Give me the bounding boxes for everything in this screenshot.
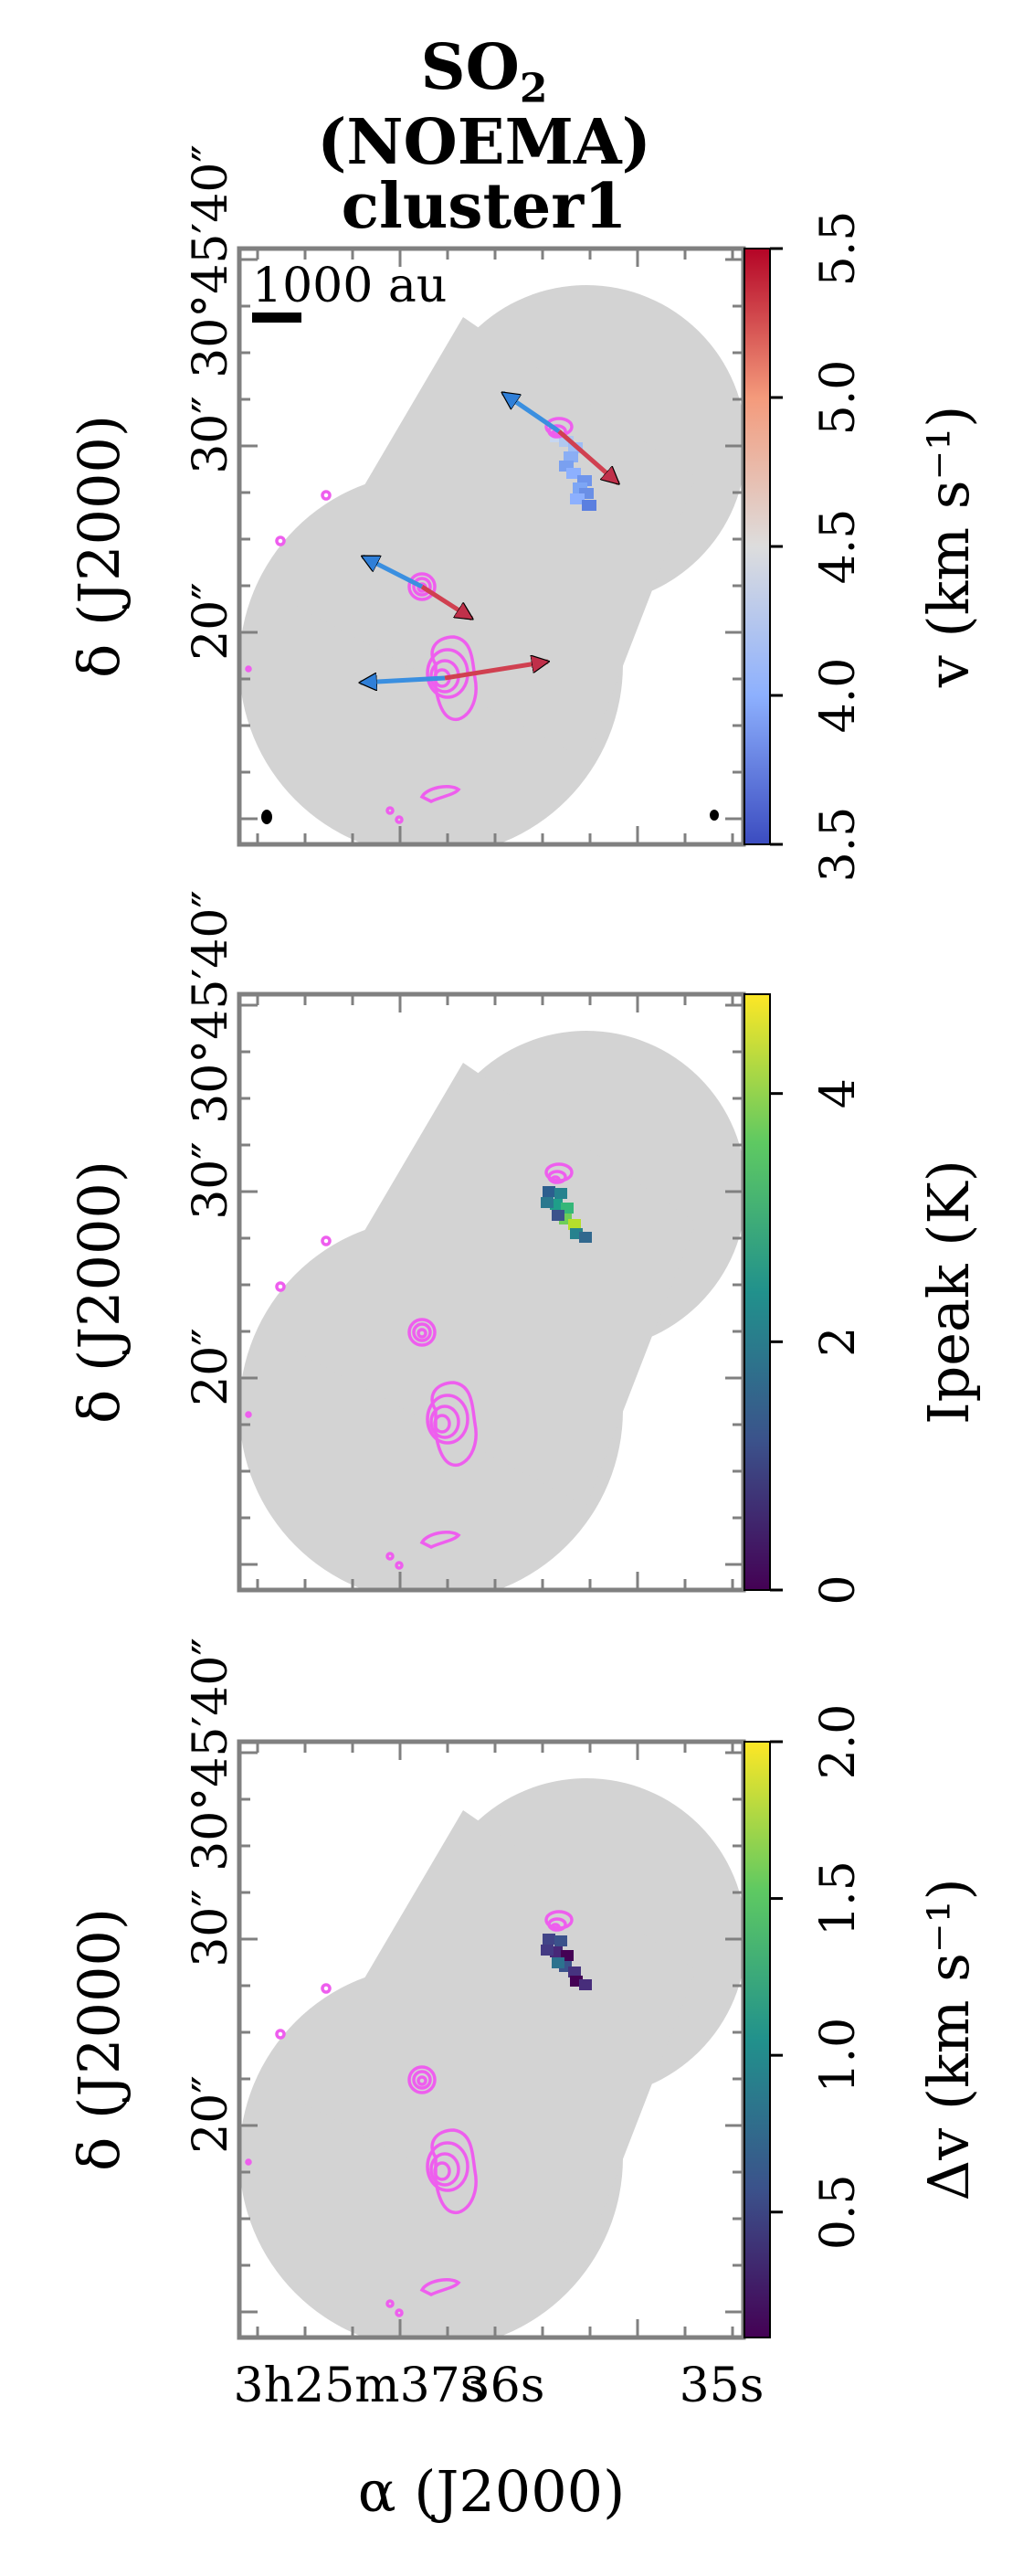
panel-content xyxy=(239,1778,744,2337)
map-pixel xyxy=(552,1210,564,1221)
y-tick-label: 20″ xyxy=(184,582,238,661)
outflow-red-arrow xyxy=(444,662,548,681)
map-pixel xyxy=(579,1979,592,1990)
outflow-blue-arrow xyxy=(502,390,561,434)
emission-map xyxy=(541,1934,592,1990)
x-axis-label: α (J2000) xyxy=(358,2458,626,2525)
beam-ellipse xyxy=(261,810,272,824)
primary-beam-mask xyxy=(239,1031,744,1590)
outflow-arrows: 1000 au xyxy=(252,259,719,824)
colorbar-tick-label: 4.5 xyxy=(811,509,866,585)
colorbar xyxy=(744,1742,770,2337)
emission-map xyxy=(541,1186,592,1243)
colorbar-tick-label: 2.0 xyxy=(811,1704,866,1780)
colorbar-tick-label: 5.5 xyxy=(811,211,866,287)
colorbar-tick-label: 4.0 xyxy=(811,658,866,734)
map-pixel xyxy=(570,493,585,504)
map-pixel xyxy=(541,1197,554,1208)
primary-beam-mask xyxy=(239,285,744,844)
x-tick-label: 3h25m37s xyxy=(234,2359,485,2413)
map-pixel xyxy=(568,1966,581,1977)
outflow-blue-arrow xyxy=(361,678,446,683)
colorbar-tick-label: 1.5 xyxy=(811,1860,866,1936)
colorbar-tick-label: 5.0 xyxy=(811,360,866,436)
panel-2: 30°45′40″ 30″ 20″ δ (J2000) 0.5 1.0 1.5 2.0 Δv (… xyxy=(66,1638,982,2525)
colorbar-frame xyxy=(744,993,771,1591)
map-pixel xyxy=(543,1186,555,1197)
beam-ellipse-2 xyxy=(710,810,719,821)
scale-bar xyxy=(252,313,301,323)
colorbar-tick-label: 1.0 xyxy=(811,2018,866,2094)
map-pixel xyxy=(579,1232,592,1243)
y-tick-label: 20″ xyxy=(184,1328,238,1406)
outflow-blue-arrow xyxy=(363,554,424,589)
y-tick-label: 30″ xyxy=(184,1141,238,1220)
x-tick-label: 35s xyxy=(680,2359,765,2413)
y-axis-label: δ (J2000) xyxy=(66,415,132,678)
colorbar-frame xyxy=(744,1741,771,2338)
panel-content xyxy=(239,1031,744,1590)
map-pixel xyxy=(543,1934,555,1945)
colorbar-label: Ipeak (K) xyxy=(915,1160,982,1425)
colorbar-tick-label: 2 xyxy=(811,1327,866,1357)
colorbar-tick-label: 4 xyxy=(811,1078,866,1108)
map-pixel xyxy=(582,500,596,511)
primary-beam-mask xyxy=(239,1778,744,2337)
colorbar-tick-label: 0 xyxy=(811,1574,866,1605)
map-pixel xyxy=(564,451,578,462)
map-pixel xyxy=(552,1957,564,1968)
colorbar-label: v (km s⁻¹) xyxy=(915,406,982,689)
panel-content: 1000 au xyxy=(239,259,744,844)
x-tick-label: 36s xyxy=(460,2359,545,2413)
y-tick-label: 30″ xyxy=(184,1889,238,1967)
panel-1: 30°45′40″ 30″ 20″ δ (J2000) 0 2 4 Ipeak (K) xyxy=(66,890,982,1605)
title-instrument: (NOEMA) xyxy=(317,106,651,179)
title-molecule: SO2 xyxy=(420,31,548,112)
y-tick-label: 30°45′40″ xyxy=(184,890,238,1124)
title-region: cluster1 xyxy=(341,170,628,243)
panels-group: 1000 au 30°45′40″ 30″ 20″ δ (J2000) 3.5 4.0 4.5… xyxy=(66,144,982,2525)
colorbar xyxy=(744,994,770,1590)
y-tick-label: 30°45′40″ xyxy=(184,144,238,378)
map-pixel xyxy=(568,1219,581,1230)
colorbar-tick-label: 0.5 xyxy=(811,2174,866,2250)
outflow-red-arrow xyxy=(420,584,472,621)
y-axis-label: δ (J2000) xyxy=(66,1908,132,2171)
y-tick-label: 30°45′40″ xyxy=(184,1638,238,1871)
outflow-red-arrow xyxy=(557,429,618,483)
map-pixel xyxy=(554,1935,567,1946)
panel-0: 1000 au 30°45′40″ 30″ 20″ δ (J2000) 3.5 4.0 4.5… xyxy=(66,144,982,882)
colorbar-label: Δv (km s⁻¹) xyxy=(915,1878,982,2200)
colorbar xyxy=(744,249,770,844)
y-tick-label: 30″ xyxy=(184,396,238,474)
colorbar-tick-label: 3.5 xyxy=(811,807,866,883)
map-pixel xyxy=(554,1188,567,1199)
y-axis-label: δ (J2000) xyxy=(66,1161,132,1424)
scale-bar-label: 1000 au xyxy=(252,259,447,313)
y-tick-label: 20″ xyxy=(184,2075,238,2154)
map-pixel xyxy=(541,1945,554,1956)
